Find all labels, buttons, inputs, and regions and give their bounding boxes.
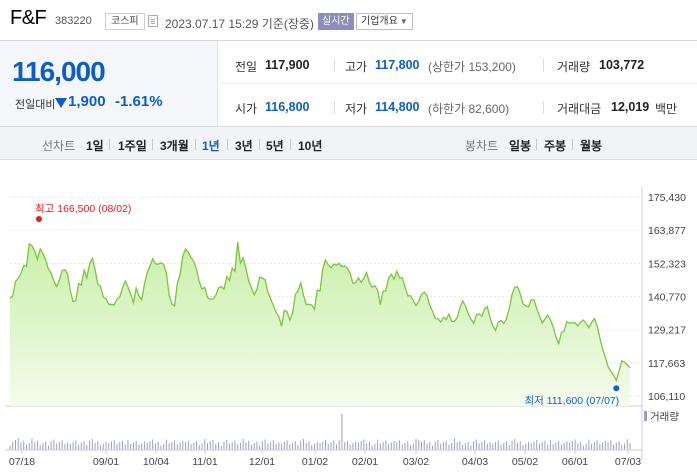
open-value: 116,800 — [265, 100, 310, 114]
divider — [195, 139, 196, 150]
company-info-dropdown[interactable]: 기업개요 ▼ — [356, 13, 413, 30]
divider — [543, 101, 544, 114]
volume-legend-swatch — [644, 411, 647, 421]
y-tick-label: 106,110 — [648, 391, 685, 403]
current-price: 116,000 — [12, 56, 106, 87]
x-tick-label: 10/04 — [143, 456, 169, 468]
trading-value: 12,019 — [611, 100, 650, 114]
current-price-panel: 116,000 전일대비 1,900 -1.61% — [0, 41, 218, 126]
stock-name: F&F — [10, 7, 47, 29]
x-tick-label: 07/18 — [9, 456, 35, 468]
price-summary: 116,000 전일대비 1,900 -1.61% 전일 117,900 고가 … — [0, 40, 697, 126]
x-tick-label: 09/01 — [93, 456, 119, 468]
period-3y-button[interactable]: 3년 — [235, 139, 253, 153]
divider — [109, 139, 110, 150]
divider — [227, 139, 228, 150]
period-1d-button[interactable]: 1일 — [86, 139, 104, 153]
market-badge: 코스피 — [105, 13, 145, 30]
daily-candle-button[interactable]: 일봉 — [509, 139, 532, 153]
divider — [152, 139, 153, 150]
high-label: 고가 — [345, 60, 368, 74]
x-tick-label: 05/02 — [512, 456, 538, 468]
price-chart[interactable]: 175,430 163,877 152,323 140,770 129,217 117,6… — [0, 160, 697, 475]
x-tick-label: 12/01 — [249, 456, 275, 468]
price-chart-svg: 175,430 163,877 152,323 140,770 129,217 117,6… — [5, 187, 686, 468]
x-tick-label: 04/03 — [462, 456, 488, 468]
y-tick-label: 163,877 — [648, 225, 686, 237]
x-tick-label: 11/01 — [192, 456, 218, 468]
price-change-percent: -1.61% — [115, 93, 163, 110]
high-annotation: 최고 166,500 (08/02) — [35, 203, 131, 215]
x-tick-label: 01/02 — [302, 456, 328, 468]
timestamp: 2023.07.17 15:29 기준(장중) — [165, 17, 314, 31]
volume-label: 거래량 — [557, 60, 591, 74]
price-area-fill — [10, 241, 630, 406]
divider — [536, 139, 537, 150]
realtime-badge[interactable]: 실시간 — [318, 13, 354, 30]
open-label: 시가 — [235, 102, 258, 116]
prev-close-label: 전일 — [235, 60, 258, 74]
upper-limit: (상한가 153,200) — [428, 60, 516, 74]
y-tick-label: 140,770 — [648, 292, 686, 304]
price-line — [9, 241, 631, 382]
divider — [572, 139, 573, 150]
low-value: 114,800 — [375, 100, 420, 114]
x-tick-label: 06/01 — [562, 456, 588, 468]
period-10y-button[interactable]: 10년 — [298, 139, 323, 153]
trading-value-unit: 백만 — [655, 102, 678, 116]
candle-chart-label: 봉차트 — [465, 139, 499, 153]
high-value: 117,800 — [375, 58, 420, 72]
high-marker — [36, 216, 42, 222]
x-tick-label: 02/01 — [352, 456, 378, 468]
down-triangle-icon — [55, 98, 67, 108]
weekly-candle-button[interactable]: 주봉 — [544, 139, 567, 153]
low-label: 저가 — [345, 102, 368, 116]
row-divider — [219, 83, 697, 84]
y-tick-label: 117,663 — [648, 358, 685, 370]
stock-code: 383220 — [55, 15, 92, 27]
volume-value: 103,772 — [599, 58, 645, 72]
change-label: 전일대비 — [15, 99, 56, 111]
divider — [259, 139, 260, 150]
divider — [334, 101, 335, 114]
volume-label: 거래량 — [650, 411, 679, 423]
low-marker — [613, 385, 620, 392]
chevron-down-icon: ▼ — [399, 17, 408, 26]
trading-value-label: 거래대금 — [557, 102, 602, 116]
y-tick-label: 175,430 — [648, 192, 686, 204]
document-icon[interactable] — [148, 15, 158, 27]
period-3m-button[interactable]: 3개월 — [160, 139, 189, 153]
price-change: 1,900 — [68, 93, 106, 110]
low-annotation: 최저 111,600 (07/07) — [524, 395, 619, 407]
chart-period-bar: 선차트 1일 1주일 3개월 1년 3년 5년 10년 봉차트 일봉 주봉 월봉 — [0, 126, 697, 160]
period-1y-button[interactable]: 1년 — [202, 139, 220, 153]
y-tick-label: 129,217 — [648, 325, 686, 337]
company-info-label: 기업개요 — [361, 16, 398, 27]
y-tick-label: 152,323 — [648, 258, 686, 270]
lower-limit: (하한가 82,600) — [428, 102, 510, 116]
period-1w-button[interactable]: 1주일 — [118, 139, 147, 153]
divider — [290, 139, 291, 150]
divider — [334, 59, 335, 72]
x-tick-label: 07/03 — [615, 456, 641, 468]
stock-header: F&F 383220 코스피 2023.07.17 15:29 기준(장중) 실… — [0, 0, 697, 40]
prev-close-value: 117,900 — [265, 58, 310, 72]
divider — [543, 59, 544, 72]
monthly-candle-button[interactable]: 월봉 — [580, 139, 603, 153]
period-5y-button[interactable]: 5년 — [266, 139, 284, 153]
x-tick-label: 03/02 — [403, 456, 429, 468]
line-chart-label: 선차트 — [42, 139, 76, 153]
